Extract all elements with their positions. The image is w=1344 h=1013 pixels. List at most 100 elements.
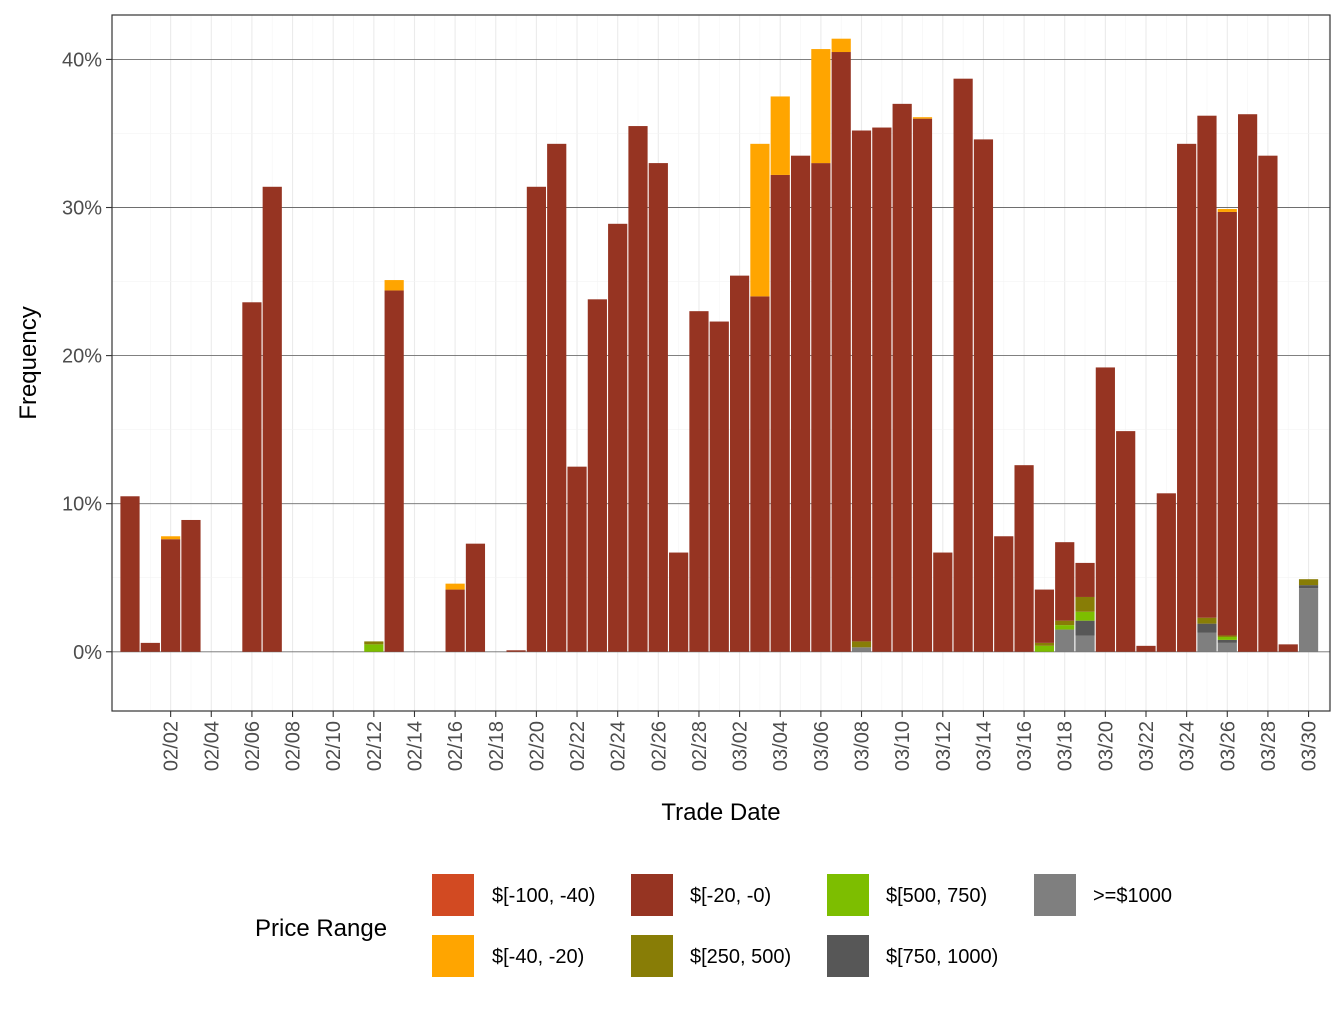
bar-segment bbox=[1014, 465, 1034, 652]
x-tick-label: 02/02 bbox=[161, 721, 183, 771]
y-axis-title: Frequency bbox=[15, 306, 42, 419]
bar-segment bbox=[1298, 585, 1319, 589]
panel-border bbox=[111, 14, 1331, 712]
x-tick-label: 03/22 bbox=[1136, 721, 1158, 771]
bar-segment bbox=[1298, 579, 1319, 586]
bar-segment bbox=[526, 186, 546, 652]
x-tick-label: 03/28 bbox=[1258, 721, 1280, 771]
x-tick-label: 02/28 bbox=[689, 721, 711, 771]
bar-segment bbox=[1156, 493, 1176, 652]
x-tick-label: 03/06 bbox=[811, 721, 833, 771]
legend-swatch bbox=[432, 874, 474, 916]
bar-segment bbox=[1055, 542, 1075, 621]
y-axis: 0% 10% 20% 30% 40% bbox=[62, 49, 112, 664]
bar-segment bbox=[1055, 625, 1075, 630]
legend-swatch bbox=[827, 874, 869, 916]
legend-title: Price Range bbox=[255, 915, 387, 942]
x-tick-label: 02/18 bbox=[486, 721, 508, 771]
bar-segment bbox=[587, 299, 607, 652]
bar-segment bbox=[872, 127, 892, 652]
bar-segment bbox=[1278, 644, 1298, 652]
bar-segment bbox=[1258, 155, 1278, 652]
legend-label: $[-20, -0) bbox=[690, 885, 771, 907]
x-tick-label: 02/04 bbox=[201, 721, 223, 771]
legend-label: $[500, 750) bbox=[886, 885, 987, 907]
x-tick-label: 02/26 bbox=[648, 721, 670, 771]
x-tick-label: 03/02 bbox=[730, 721, 752, 771]
y-tick-label: 0% bbox=[73, 642, 102, 664]
bar-segment bbox=[445, 583, 465, 590]
bar-segment bbox=[1217, 208, 1237, 212]
bar-segment bbox=[506, 650, 526, 652]
x-tick-label: 03/24 bbox=[1177, 721, 1199, 771]
x-tick-label: 03/18 bbox=[1055, 721, 1077, 771]
bar-segment bbox=[181, 519, 201, 652]
bar-segment bbox=[953, 78, 973, 652]
bar-segment bbox=[1075, 562, 1095, 597]
bar-segment bbox=[1238, 114, 1258, 652]
x-tick-label: 02/24 bbox=[608, 721, 630, 771]
bar-segment bbox=[1177, 143, 1197, 652]
legend-label: >=$1000 bbox=[1093, 885, 1172, 907]
x-tick-label: 02/14 bbox=[404, 721, 426, 771]
legend-swatch bbox=[432, 935, 474, 977]
x-tick-label: 03/08 bbox=[852, 721, 874, 771]
bar-segment bbox=[242, 302, 262, 652]
bar-segment bbox=[811, 49, 831, 164]
bar-segment bbox=[689, 311, 709, 652]
bar-segment bbox=[831, 52, 851, 652]
bar-segment bbox=[1075, 611, 1095, 621]
bar-segment bbox=[1075, 635, 1095, 652]
legend-label: $[750, 1000) bbox=[886, 946, 998, 968]
bar-segment bbox=[770, 96, 790, 175]
y-tick-label: 20% bbox=[62, 346, 102, 368]
x-tick-label: 03/10 bbox=[892, 721, 914, 771]
legend-label: $[250, 500) bbox=[690, 946, 791, 968]
x-tick-label: 03/14 bbox=[973, 721, 995, 771]
bar-segment bbox=[384, 280, 404, 291]
bar-segment bbox=[384, 290, 404, 652]
bar-segment bbox=[1034, 645, 1054, 652]
bar-segment bbox=[912, 118, 933, 652]
x-tick-label: 03/20 bbox=[1095, 721, 1117, 771]
legend-swatch bbox=[1034, 874, 1076, 916]
bar-segment bbox=[608, 223, 628, 652]
bar-segment bbox=[709, 321, 729, 652]
bar-segment bbox=[750, 143, 770, 297]
x-tick-label: 02/08 bbox=[283, 721, 305, 771]
bar-segment bbox=[262, 186, 282, 652]
bar-segment bbox=[1055, 620, 1075, 626]
bar-segment bbox=[1095, 367, 1115, 652]
bar-segment bbox=[730, 275, 750, 652]
legend: Price Range $[-100, -40) $[-40, -20) $[-20,… bbox=[255, 874, 1172, 977]
bar-segment bbox=[811, 163, 831, 652]
legend-swatch bbox=[827, 935, 869, 977]
bar-segment bbox=[364, 644, 384, 652]
bar-segment bbox=[364, 641, 384, 645]
bar-segment bbox=[1298, 588, 1319, 652]
x-tick-label: 02/16 bbox=[445, 721, 467, 771]
legend-swatch bbox=[631, 874, 673, 916]
x-tick-label: 03/26 bbox=[1217, 721, 1239, 771]
bar-segment bbox=[120, 496, 140, 652]
bar-segment bbox=[851, 641, 872, 648]
x-tick-label: 03/30 bbox=[1299, 721, 1321, 771]
bar-segment bbox=[912, 117, 933, 119]
bar-segment bbox=[1197, 115, 1217, 618]
x-tick-label: 02/06 bbox=[242, 721, 264, 771]
bar-segment bbox=[1075, 620, 1095, 636]
bar-segment bbox=[1217, 639, 1237, 643]
bar-segment bbox=[892, 103, 912, 652]
bar-segment bbox=[770, 174, 790, 652]
x-tick-label: 02/20 bbox=[526, 721, 548, 771]
bar-segment bbox=[648, 163, 668, 652]
bar-segment bbox=[750, 296, 770, 652]
bar-segment bbox=[1116, 431, 1136, 652]
bar-segment bbox=[1197, 623, 1217, 633]
bar-segment bbox=[547, 143, 567, 652]
bar-segment bbox=[831, 38, 851, 53]
bar-segment bbox=[161, 539, 181, 652]
bar-segment bbox=[140, 642, 160, 652]
bar-segment bbox=[933, 552, 953, 652]
